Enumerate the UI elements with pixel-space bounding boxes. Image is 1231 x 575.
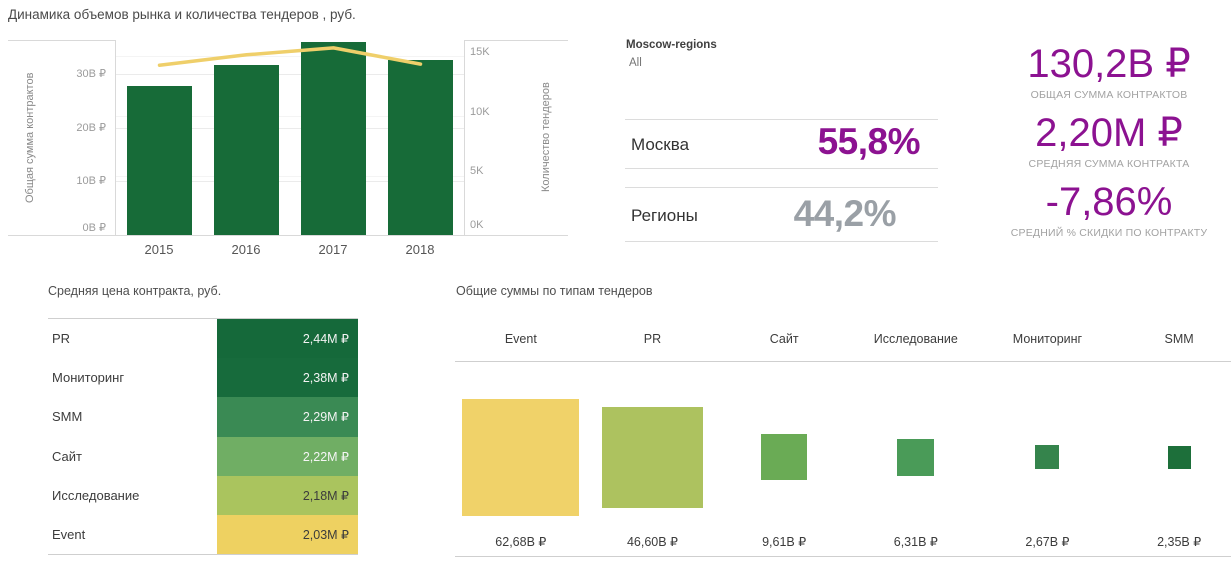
x-tick-2018: 2018 [405, 242, 435, 257]
heat-cell-smm[interactable]: 2,29M ₽ [217, 397, 358, 437]
row-label: SMM [52, 409, 83, 425]
heat-cell-research[interactable]: 2,18M ₽ [217, 475, 358, 515]
column-value: 2,35B ₽ [1157, 534, 1202, 549]
kpi-total-contracts: 130,2B ₽ [1027, 42, 1191, 86]
heat-cell-site[interactable]: 2,22M ₽ [217, 436, 358, 476]
row-label: Исследование [52, 487, 140, 503]
left-axis-tick: 30B ₽ [76, 68, 106, 80]
bar-2016[interactable] [214, 65, 279, 235]
heat-cell-monitoring[interactable]: 2,38M ₽ [217, 358, 358, 398]
gridline [116, 74, 464, 75]
totals-squares-row [455, 361, 1231, 553]
market-dynamics-title: Динамика объемов рынка и количества тенд… [8, 7, 356, 22]
table-row: Исследование 2,18M ₽ [48, 475, 358, 515]
totals-values-row: 62,68B ₽ 46,60B ₽ 9,61B ₽ 6,31B ₽ 2,67B … [455, 531, 1231, 551]
column-header: SMM [1164, 332, 1194, 346]
right-axis-tick: 15K [470, 46, 490, 58]
divider [625, 119, 938, 120]
table-row: Сайт 2,22M ₽ [48, 436, 358, 476]
column-value: 2,67B ₽ [1025, 534, 1070, 549]
kpi-avg-contract: 2,20M ₽ [1035, 111, 1183, 155]
kpi-avg-contract-caption: СРЕДНЯЯ СУММА КОНТРАКТА [1028, 158, 1190, 170]
totals-title: Общие суммы по типам тендеров [456, 284, 653, 298]
gridline [116, 128, 464, 129]
gridline [116, 181, 464, 182]
table-row: Event 2,03M ₽ [48, 514, 358, 555]
total-square-pr[interactable] [601, 406, 703, 508]
column-header: PR [643, 332, 662, 346]
row-label: Мониторинг [52, 370, 125, 386]
totals-header-row: Event PR Сайт Исследование Мониторинг SM… [455, 327, 1231, 351]
avg-price-title: Средняя цена контракта, руб. [48, 284, 222, 298]
totals-header-rule [455, 361, 1231, 362]
regions-label: Регионы [631, 206, 698, 225]
gridline [116, 56, 464, 57]
column-header: Мониторинг [1012, 332, 1083, 346]
total-square-site[interactable] [761, 434, 808, 480]
column-header: Исследование [873, 332, 958, 346]
kpi-avg-discount-caption: СРЕДНИЙ % СКИДКИ ПО КОНТРАКТУ [1010, 227, 1208, 239]
table-row: Мониторинг 2,38M ₽ [48, 358, 358, 398]
kpi-total-contracts-caption: ОБЩАЯ СУММА КОНТРАКТОВ [1030, 89, 1188, 101]
bar-line-plot[interactable] [115, 40, 465, 235]
bar-2017[interactable] [301, 42, 366, 235]
left-axis-tick: 0B ₽ [82, 222, 106, 234]
x-tick-2015: 2015 [144, 242, 174, 257]
table-row: PR 2,44M ₽ [48, 319, 358, 359]
row-label: PR [52, 331, 71, 347]
bar-2015[interactable] [127, 86, 192, 235]
avg-price-table: PR 2,44M ₽ Мониторинг 2,38M ₽ SMM 2,29M … [48, 318, 358, 555]
column-value: 6,31B ₽ [893, 534, 938, 549]
moscow-share-value[interactable]: 55,8% [817, 121, 921, 162]
row-label: Сайт [52, 448, 82, 464]
column-header: Event [504, 332, 537, 346]
left-axis-tick: 20B ₽ [76, 122, 106, 134]
divider [625, 187, 938, 188]
filter-value[interactable]: All [629, 57, 642, 69]
column-value: 62,68B ₽ [495, 534, 547, 549]
divider [625, 241, 938, 242]
bar-2018[interactable] [388, 60, 453, 235]
filter-label: Moscow-regions [626, 39, 717, 51]
total-square-smm[interactable] [1167, 445, 1191, 469]
left-axis-tick: 10B ₽ [76, 175, 106, 187]
gridline [116, 116, 464, 117]
tender-count-line[interactable] [116, 40, 464, 235]
kpi-avg-discount: -7,86% [1045, 180, 1173, 224]
x-tick-2016: 2016 [231, 242, 261, 257]
x-tick-2017: 2017 [318, 242, 348, 257]
moscow-label: Москва [631, 135, 690, 154]
column-header: Сайт [769, 332, 799, 346]
chart-bottom-border [8, 235, 568, 236]
totals-bottom-rule [455, 556, 1231, 557]
total-square-research[interactable] [897, 438, 935, 476]
regions-share-value[interactable]: 44,2% [793, 193, 897, 234]
column-value: 46,60B ₽ [626, 534, 678, 549]
gridline [116, 176, 464, 177]
column-value: 9,61B ₽ [762, 534, 807, 549]
total-square-monitoring[interactable] [1035, 445, 1060, 469]
right-axis-tick: 10K [470, 106, 490, 118]
total-square-event[interactable] [462, 398, 580, 516]
heat-cell-pr[interactable]: 2,44M ₽ [217, 319, 358, 359]
right-axis-tick: 5K [470, 165, 484, 177]
right-axis-title: Количество тендеров [540, 82, 552, 193]
table-row: SMM 2,29M ₽ [48, 397, 358, 437]
right-axis-tick: 0K [470, 219, 484, 231]
kpi-column: 130,2B ₽ ОБЩАЯ СУММА КОНТРАКТОВ 2,20M ₽ … [995, 42, 1223, 249]
heat-cell-event[interactable]: 2,03M ₽ [217, 514, 358, 555]
divider [625, 168, 938, 169]
row-label: Event [52, 526, 86, 542]
